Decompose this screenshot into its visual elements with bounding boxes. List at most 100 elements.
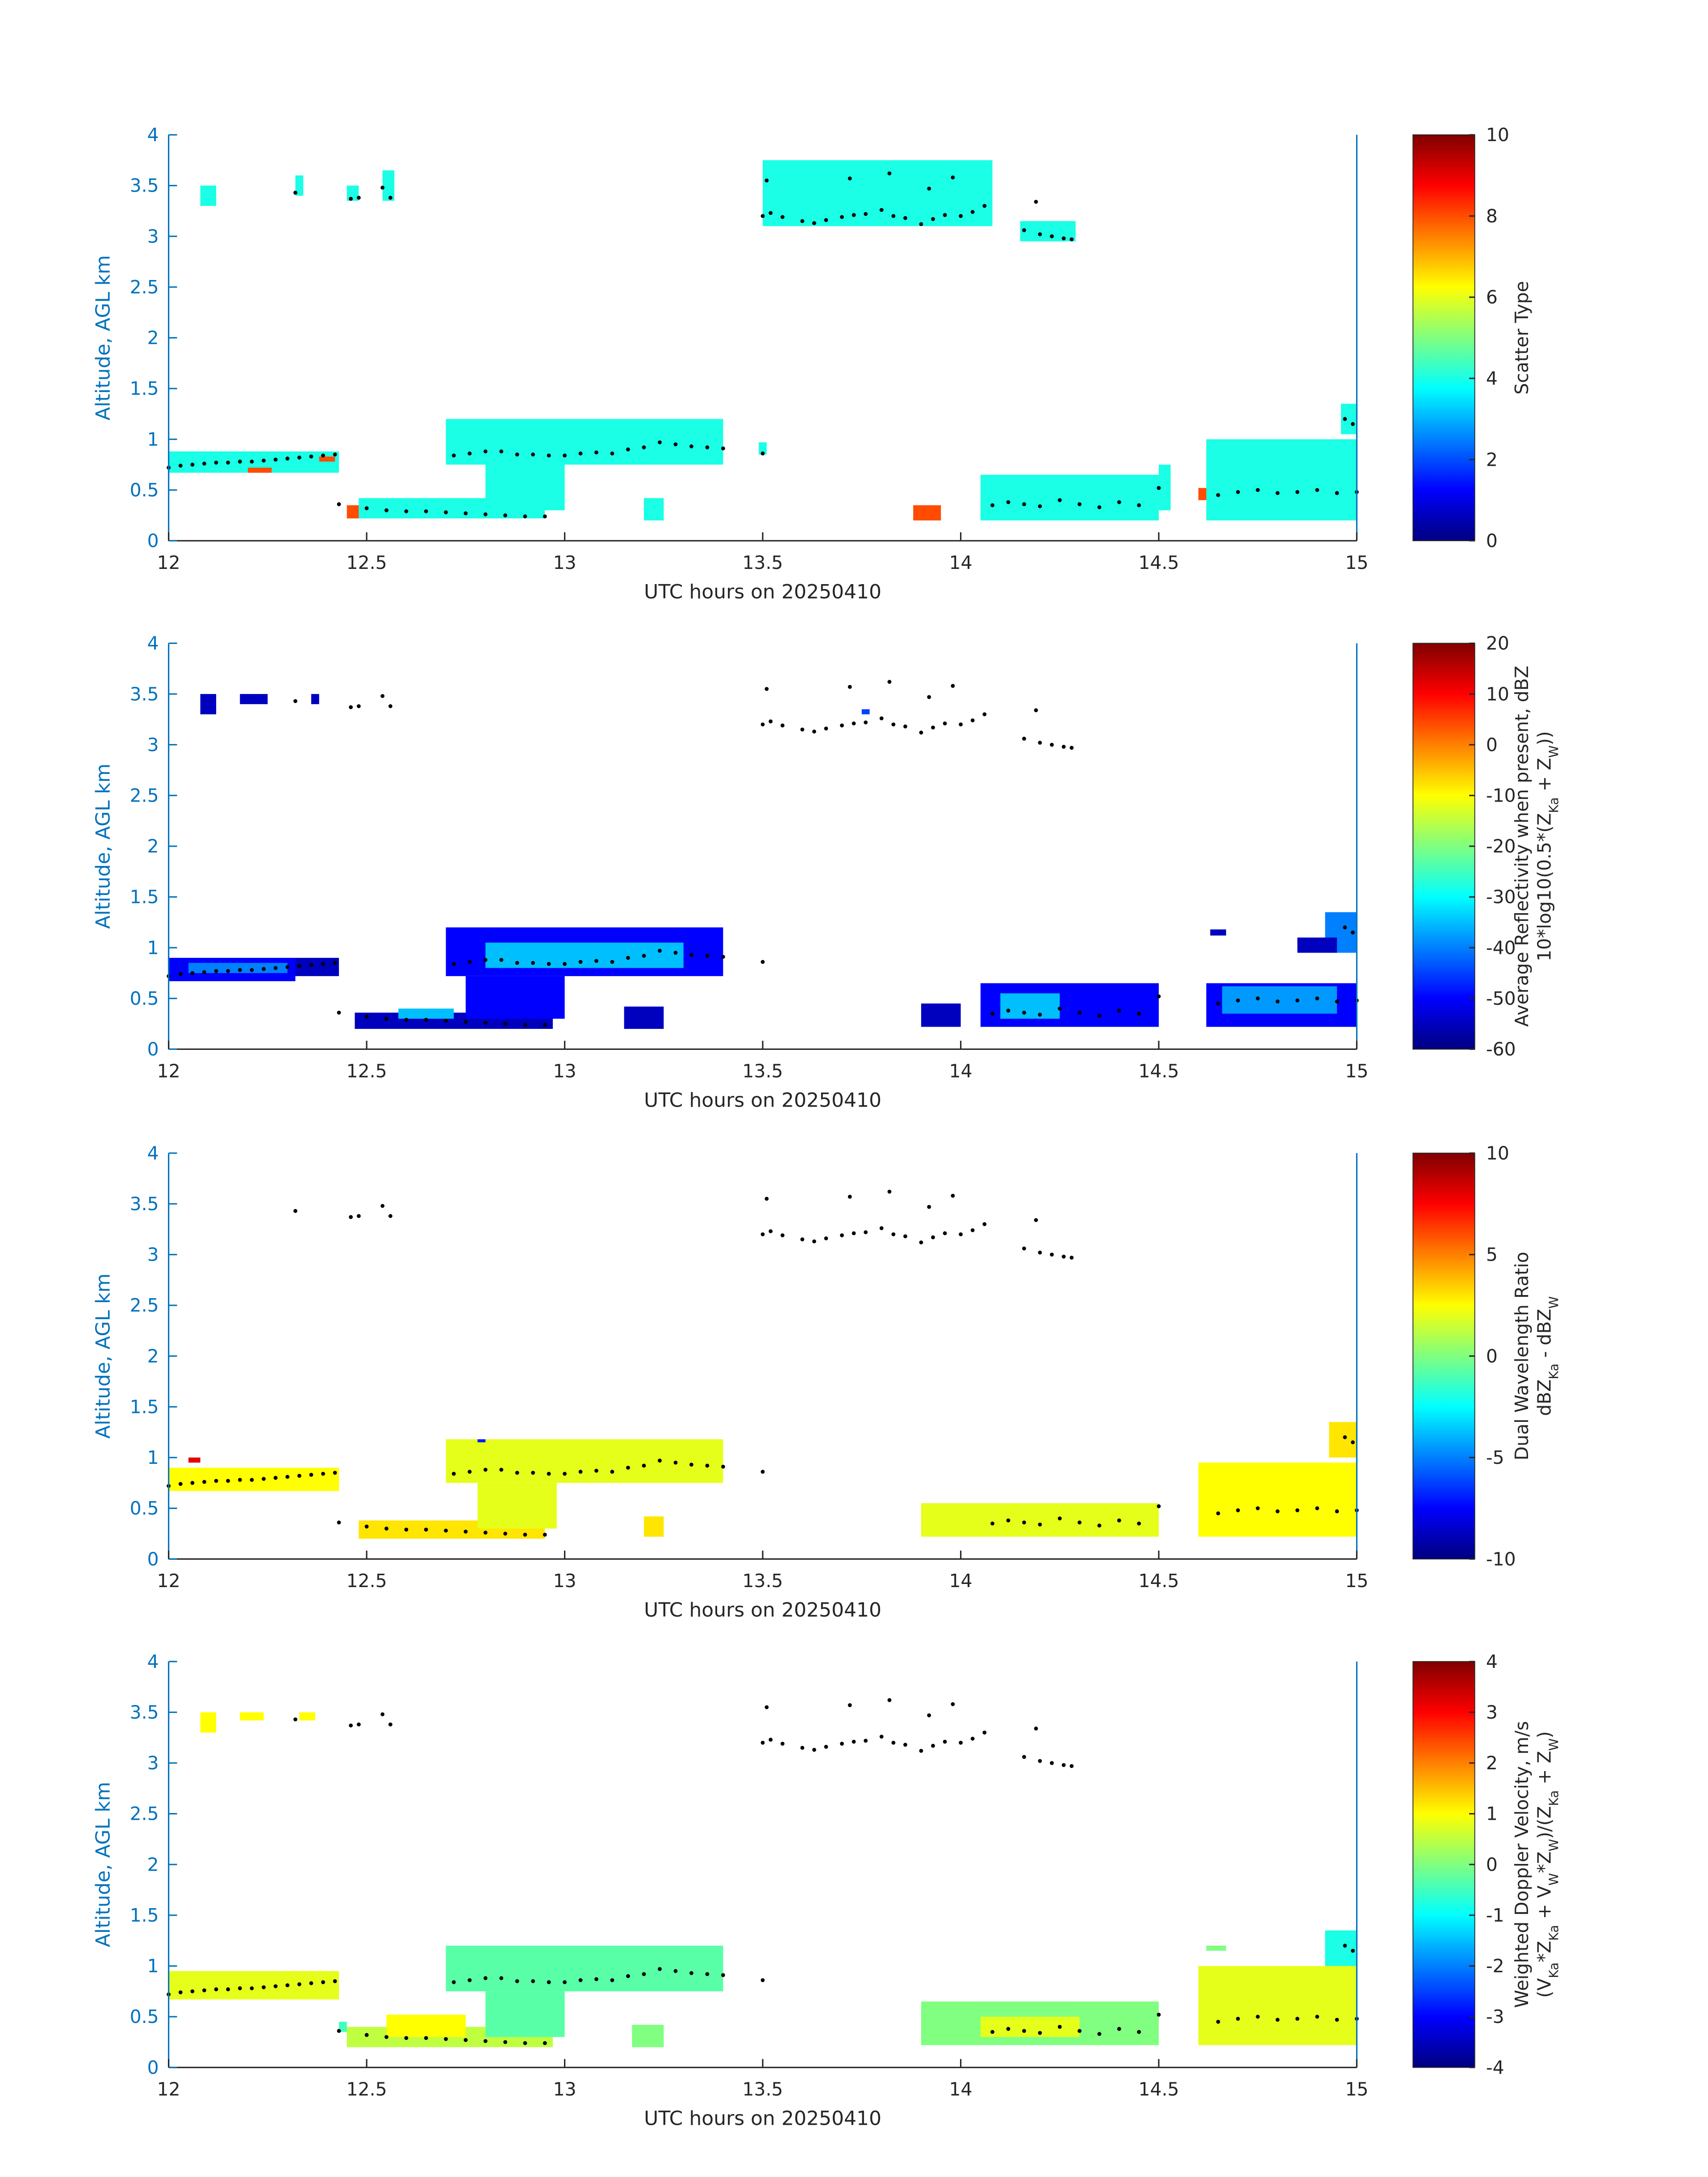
- marker: [388, 196, 393, 200]
- colorbar-label: (VKa*ZKa + VW*ZW)/(ZKa + ZW): [1534, 1731, 1562, 1998]
- heatmap-cell: [339, 2022, 347, 2032]
- marker: [364, 1525, 369, 1529]
- marker: [364, 1015, 369, 1019]
- colorbar-tick-label: -50: [1486, 988, 1516, 1009]
- marker: [852, 213, 856, 217]
- label-run: + Z: [1534, 758, 1555, 797]
- y-tick-label: 4: [147, 1651, 159, 1672]
- marker: [764, 178, 769, 183]
- marker: [309, 1981, 313, 1985]
- colorbar-label: dBZKa - dBZW: [1534, 1296, 1562, 1416]
- marker: [483, 512, 488, 517]
- label-run: *Z: [1534, 1941, 1555, 1962]
- marker: [840, 1742, 844, 1746]
- marker: [1050, 234, 1054, 238]
- y-axis-label: Altitude, AGL km: [92, 255, 115, 420]
- marker: [760, 451, 765, 455]
- marker: [1077, 1520, 1082, 1525]
- marker: [499, 958, 504, 962]
- marker: [321, 453, 325, 458]
- marker: [214, 1987, 218, 1992]
- marker: [951, 175, 955, 180]
- x-tick-label: 15: [1345, 552, 1368, 573]
- marker: [658, 1967, 662, 1971]
- label-run: dBZ: [1534, 1379, 1555, 1416]
- y-tick-label: 1: [147, 1956, 159, 1977]
- marker: [451, 453, 456, 458]
- marker: [1216, 2020, 1220, 2024]
- colorbar: [1412, 1661, 1475, 2068]
- colorbar-tick-label: 20: [1486, 633, 1509, 654]
- marker: [178, 972, 183, 976]
- marker: [1335, 491, 1339, 495]
- x-tick-label: 14.5: [1138, 1060, 1179, 1082]
- marker: [864, 1230, 868, 1234]
- marker: [1097, 505, 1102, 510]
- marker: [919, 222, 923, 226]
- heatmap-cell: [763, 160, 993, 226]
- x-tick-label: 15: [1345, 2079, 1368, 2100]
- label-run: - dBZ: [1534, 1309, 1555, 1364]
- marker: [919, 1240, 923, 1245]
- colorbar-label: Dual Wavelength Ratio: [1511, 1252, 1533, 1460]
- marker: [840, 723, 844, 727]
- marker: [523, 1533, 527, 1537]
- marker: [1022, 1246, 1026, 1251]
- marker: [1034, 1218, 1038, 1222]
- heatmap-cell: [624, 1006, 664, 1029]
- marker: [214, 460, 218, 465]
- marker: [483, 2039, 488, 2043]
- colorbar-tick-label: 6: [1486, 287, 1498, 308]
- label-subscript: W: [1546, 1839, 1561, 1851]
- marker: [444, 510, 448, 514]
- y-tick-label: 3: [147, 1752, 159, 1774]
- x-tick-label: 12.5: [347, 1060, 387, 1082]
- marker: [547, 1980, 551, 1985]
- marker: [705, 445, 710, 450]
- x-tick-label: 12: [157, 1570, 180, 1592]
- marker: [226, 1987, 230, 1992]
- marker: [1097, 2032, 1102, 2036]
- marker: [1295, 1508, 1299, 1513]
- heatmap-cell: [1198, 488, 1207, 500]
- marker: [483, 449, 488, 454]
- marker: [931, 1743, 935, 1748]
- marker: [1256, 488, 1260, 492]
- marker: [388, 1214, 393, 1218]
- marker: [1022, 736, 1026, 741]
- marker: [333, 1979, 337, 1983]
- marker: [931, 725, 935, 730]
- marker: [840, 1233, 844, 1237]
- marker: [499, 449, 504, 454]
- marker: [764, 1197, 769, 1201]
- y-tick-label: 3.5: [130, 1193, 159, 1215]
- marker: [214, 969, 218, 973]
- x-tick-label: 13: [553, 1060, 576, 1082]
- marker: [1069, 1764, 1074, 1768]
- heatmap-cell: [382, 170, 395, 201]
- marker: [547, 1471, 551, 1476]
- marker: [1236, 1508, 1240, 1513]
- marker: [309, 454, 313, 459]
- marker: [812, 729, 816, 734]
- marker: [1034, 708, 1038, 712]
- marker: [864, 1738, 868, 1743]
- marker: [610, 1978, 614, 1982]
- label-run: Scatter Type: [1511, 281, 1533, 394]
- marker: [380, 1203, 385, 1208]
- label-run: Average Reflectivity when present, dBZ: [1511, 666, 1533, 1027]
- marker: [760, 722, 765, 727]
- colorbar-tick-label: 10: [1486, 124, 1509, 146]
- marker: [800, 1237, 805, 1241]
- x-tick-label: 14.5: [1138, 552, 1179, 573]
- x-tick-label: 13.5: [743, 2079, 783, 2100]
- x-axis-label: UTC hours on 20250410: [644, 2107, 881, 2130]
- marker: [658, 949, 662, 953]
- marker: [523, 1023, 527, 1027]
- marker: [760, 1470, 765, 1474]
- marker: [563, 1980, 567, 1985]
- heatmap-cell: [188, 1457, 200, 1463]
- marker: [464, 1020, 468, 1024]
- marker: [380, 185, 385, 190]
- marker: [349, 1723, 353, 1728]
